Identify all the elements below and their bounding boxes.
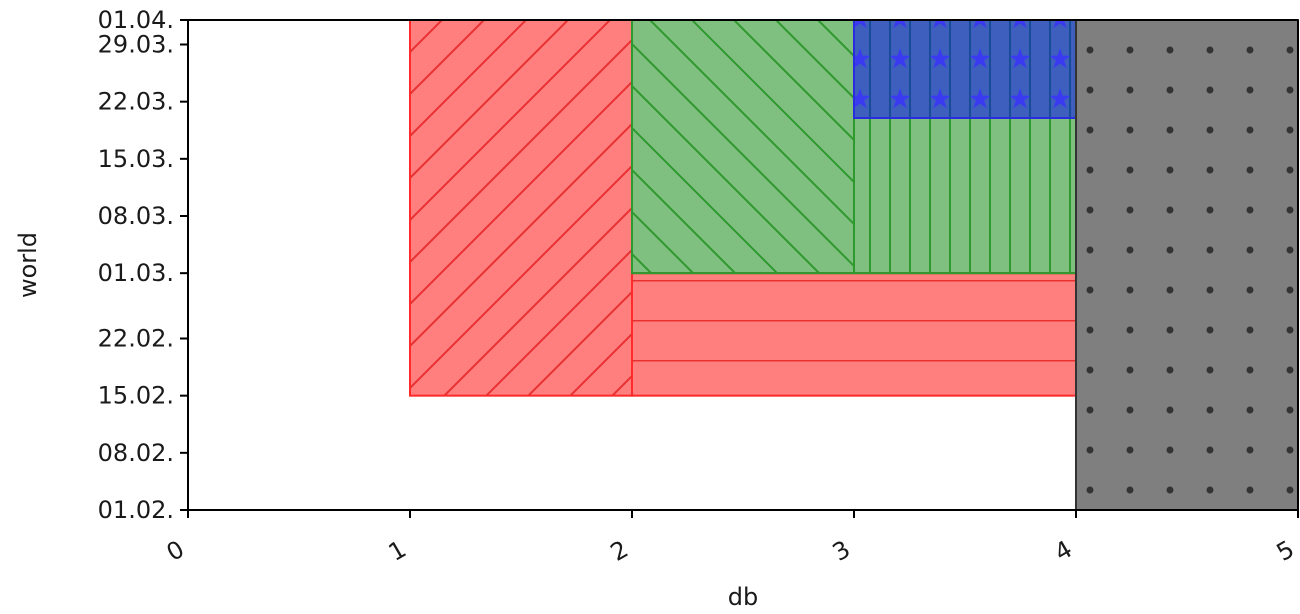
bars-layer	[409, 19, 1299, 511]
x-tick-label: 2	[606, 535, 633, 567]
y-axis-label: world	[14, 232, 42, 298]
y-tick-label: 01.02.	[98, 496, 174, 524]
bar-1-slash	[409, 19, 633, 397]
y-tick-label: 01.03.	[98, 259, 174, 287]
x-tick-label: 0	[162, 535, 189, 567]
y-tick-label: 01.04.	[98, 6, 174, 34]
bar-6-dot	[1075, 19, 1299, 511]
y-tick-label: 22.03.	[98, 88, 174, 116]
x-tick-label: 4	[1050, 535, 1077, 567]
y-tick-label: 29.03.	[98, 31, 174, 59]
bar-3-backslash	[631, 19, 855, 275]
bar-2-horizontal	[631, 272, 1077, 397]
bar-hatch	[853, 19, 1077, 119]
x-tick-label: 1	[384, 535, 411, 567]
y-tick-label: 08.02.	[98, 439, 174, 467]
x-axis-label: db	[728, 583, 758, 611]
y-tick-label: 15.02.	[98, 382, 174, 410]
bar-hatch	[631, 272, 1077, 397]
x-axis-ticks: 0 1 2 3 4 5	[162, 510, 1299, 567]
x-tick-label: 3	[828, 535, 855, 567]
y-tick-label: 08.03.	[98, 202, 174, 230]
y-tick-label: 22.02.	[98, 325, 174, 353]
bar-hatch	[1075, 19, 1299, 511]
x-tick-label: 5	[1272, 535, 1299, 567]
y-axis-ticks: 01.02. 08.02. 15.02. 22.02. 01.03. 08.03. 15.0…	[98, 6, 188, 524]
bar-hatch	[631, 19, 855, 275]
y-tick-label: 15.03.	[98, 145, 174, 173]
bar-5-star	[853, 19, 1077, 119]
bar-hatch	[409, 19, 633, 397]
